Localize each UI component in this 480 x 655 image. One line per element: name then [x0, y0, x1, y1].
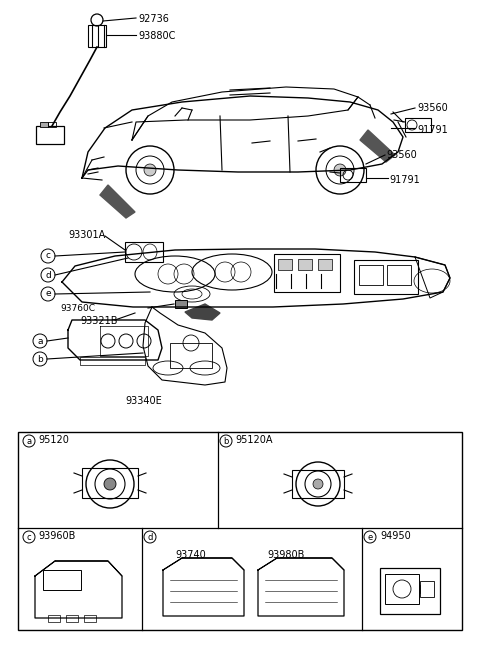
Bar: [420, 581, 434, 597]
Text: 95120A: 95120A: [235, 435, 273, 445]
Text: a: a: [37, 337, 43, 345]
Text: 92736: 92736: [138, 14, 169, 24]
Polygon shape: [100, 185, 135, 218]
Text: 93980B: 93980B: [267, 550, 304, 560]
Text: e: e: [45, 290, 51, 299]
Bar: [82, 468, 138, 498]
Text: 93560: 93560: [417, 103, 448, 113]
Text: 93301A: 93301A: [68, 230, 105, 240]
Text: 95120: 95120: [38, 435, 69, 445]
Text: b: b: [223, 436, 228, 445]
Text: c: c: [27, 533, 31, 542]
Bar: [48, 615, 60, 622]
Text: c: c: [46, 252, 50, 261]
Circle shape: [104, 478, 116, 490]
Bar: [40, 122, 48, 127]
Text: d: d: [45, 271, 51, 280]
Bar: [318, 259, 332, 270]
Circle shape: [334, 164, 346, 176]
Text: 93340E: 93340E: [125, 396, 162, 406]
Bar: [387, 265, 411, 285]
Text: 93740: 93740: [175, 550, 206, 560]
Text: 91791: 91791: [417, 125, 448, 135]
Bar: [18, 432, 462, 630]
Bar: [359, 265, 383, 285]
Text: 91791: 91791: [389, 175, 420, 185]
Text: 93321B: 93321B: [80, 316, 118, 326]
Bar: [36, 126, 64, 144]
Bar: [274, 254, 340, 292]
Bar: [48, 122, 56, 127]
Bar: [170, 343, 212, 368]
Circle shape: [313, 479, 323, 489]
Text: 93960B: 93960B: [38, 531, 75, 541]
Text: 93760C: 93760C: [60, 304, 95, 313]
Polygon shape: [360, 130, 395, 162]
Bar: [354, 260, 418, 294]
Bar: [340, 168, 366, 182]
Bar: [385, 574, 419, 604]
Bar: [66, 615, 78, 622]
Text: d: d: [147, 533, 153, 542]
Text: 93560: 93560: [386, 150, 417, 160]
Bar: [298, 259, 312, 270]
Text: 93880C: 93880C: [138, 31, 175, 41]
Text: a: a: [26, 436, 32, 445]
Circle shape: [144, 164, 156, 176]
Text: b: b: [37, 354, 43, 364]
Bar: [84, 615, 96, 622]
Text: 94950: 94950: [380, 531, 411, 541]
Bar: [80, 357, 145, 365]
Bar: [380, 568, 440, 614]
Bar: [125, 242, 163, 262]
Bar: [175, 300, 187, 308]
Bar: [43, 570, 81, 590]
Bar: [292, 470, 344, 498]
Bar: [278, 259, 292, 270]
Text: e: e: [367, 533, 372, 542]
Bar: [405, 118, 431, 132]
Polygon shape: [185, 304, 220, 320]
Bar: [88, 25, 106, 47]
